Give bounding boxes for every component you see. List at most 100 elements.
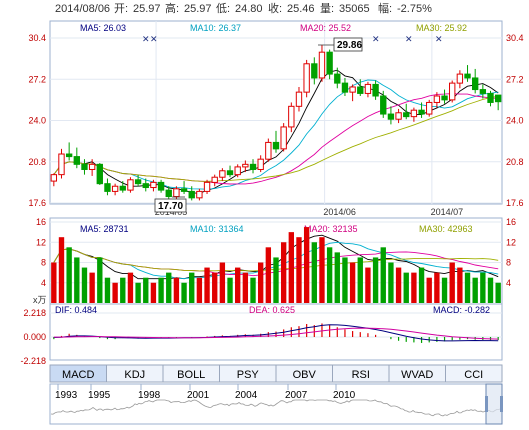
candle-body: [81, 163, 88, 170]
price-ma20-label: MA20: 25.52: [300, 23, 351, 33]
candle-body: [387, 113, 395, 120]
candle-body: [165, 189, 172, 198]
candle-body: [426, 101, 433, 115]
max-callout-box: [333, 37, 363, 52]
candle-body: [380, 95, 387, 115]
candle-body: [88, 163, 96, 170]
tab-label-cci[interactable]: CCI: [464, 369, 483, 381]
tab-label-obv[interactable]: OBV: [293, 369, 317, 381]
tab-label-macd[interactable]: MACD: [62, 369, 94, 381]
price-y-tick-left: 24.0: [28, 116, 46, 126]
candle-body: [433, 95, 441, 103]
volume-bar: [495, 282, 501, 303]
volume-bar: [196, 277, 203, 303]
candle-body: [196, 190, 203, 199]
candle-body: [357, 86, 364, 94]
volume-ma10-label: MA10: 31364: [190, 224, 244, 234]
overview-left-handle[interactable]: [485, 396, 488, 412]
candle-body: [418, 109, 425, 115]
overview-selection-window[interactable]: [485, 383, 503, 425]
price-y-tick-right: 20.8: [506, 157, 524, 167]
volume-ma30-label: MA30: 42963: [419, 224, 473, 234]
candle-body: [203, 181, 211, 192]
candle-body: [441, 95, 448, 101]
tab-label-rsi[interactable]: RSI: [352, 369, 370, 381]
event-marker-icon[interactable]: ✕: [405, 34, 413, 44]
volume-bar: [66, 247, 72, 303]
volume-bar: [434, 272, 440, 303]
price-y-tick-left: 17.6: [28, 198, 46, 208]
candle-body: [150, 181, 157, 189]
header-change-label: 幅:: [378, 2, 392, 15]
volume-bar: [418, 267, 425, 303]
event-marker-icon[interactable]: ✕: [142, 34, 150, 44]
volume-bar: [112, 282, 118, 303]
overview-year-label: 2001: [187, 390, 210, 401]
volume-bar: [212, 272, 218, 303]
candle-body: [464, 73, 471, 79]
volume-bar: [81, 267, 88, 303]
candle-body: [288, 105, 295, 128]
header-open: 25.97: [133, 3, 161, 15]
macd-dea-label: DEA: 0.625: [249, 305, 295, 315]
volume-bar: [372, 257, 379, 303]
candle-body: [334, 73, 341, 84]
volume-bar: [189, 272, 195, 303]
candle-body: [349, 86, 356, 93]
candle-body: [449, 82, 456, 101]
volume-bar: [150, 282, 157, 303]
candle-body: [111, 185, 119, 192]
tab-label-psy[interactable]: PSY: [237, 369, 260, 381]
candle-body: [58, 153, 65, 176]
volume-bar: [426, 277, 432, 303]
tab-label-kdj[interactable]: KDJ: [124, 369, 145, 381]
volume-bar: [120, 277, 126, 303]
volume-bar: [311, 242, 317, 303]
volume-bar: [257, 262, 264, 303]
candle-body: [395, 112, 402, 120]
volume-bar: [97, 257, 103, 303]
overview-year-label: 1993: [55, 390, 78, 401]
candle-body: [472, 77, 479, 91]
overview-right-handle[interactable]: [500, 396, 503, 412]
price-panel-frame: [49, 20, 503, 205]
volume-bar: [480, 272, 486, 303]
price-ma30-label: MA30: 25.92: [416, 23, 467, 33]
volume-y-tick-left: 4: [41, 278, 46, 288]
event-marker-icon[interactable]: ✕: [372, 34, 380, 44]
macd-dea-line: [53, 327, 499, 340]
volume-bar: [51, 262, 57, 303]
volume-bar: [334, 252, 340, 303]
event-marker-icon[interactable]: ✕: [150, 34, 158, 44]
volume-bar: [104, 277, 111, 303]
candle-body: [303, 63, 310, 93]
volume-y-tick-left: 12: [36, 237, 46, 247]
candle-body: [403, 112, 410, 118]
candle-body: [257, 158, 264, 170]
event-marker-icon[interactable]: ✕: [435, 34, 443, 44]
macd-lines: [53, 324, 499, 342]
tab-cci[interactable]: [445, 364, 503, 383]
overview-years: 1993 1995 1998 2001 2004 2007 2010: [55, 384, 356, 401]
candle-body: [104, 183, 111, 192]
volume-unit: x万: [33, 295, 47, 305]
candle-body: [318, 51, 326, 79]
volume-bar: [280, 242, 287, 303]
macd-dif-label: DIF: 0.484: [55, 305, 97, 315]
header-volume-label: 量:: [320, 2, 334, 15]
macd-y-tick: -2.218: [20, 356, 46, 366]
candle-body: [272, 141, 280, 150]
tab-label-boll[interactable]: BOLL: [177, 369, 205, 381]
candlesticks: [50, 44, 502, 202]
tab-label-wvad[interactable]: WVAD: [401, 369, 433, 381]
volume-y-tick-right: 12: [506, 237, 516, 247]
price-y-tick-right: 24.0: [506, 116, 524, 126]
max-callout: 29.86: [337, 40, 362, 51]
volume-bar: [181, 282, 187, 303]
volume-bar: [166, 272, 172, 303]
volume-bars: [51, 227, 501, 303]
volume-bar: [242, 272, 249, 303]
volume-bar: [219, 262, 226, 303]
candle-body: [494, 94, 502, 103]
